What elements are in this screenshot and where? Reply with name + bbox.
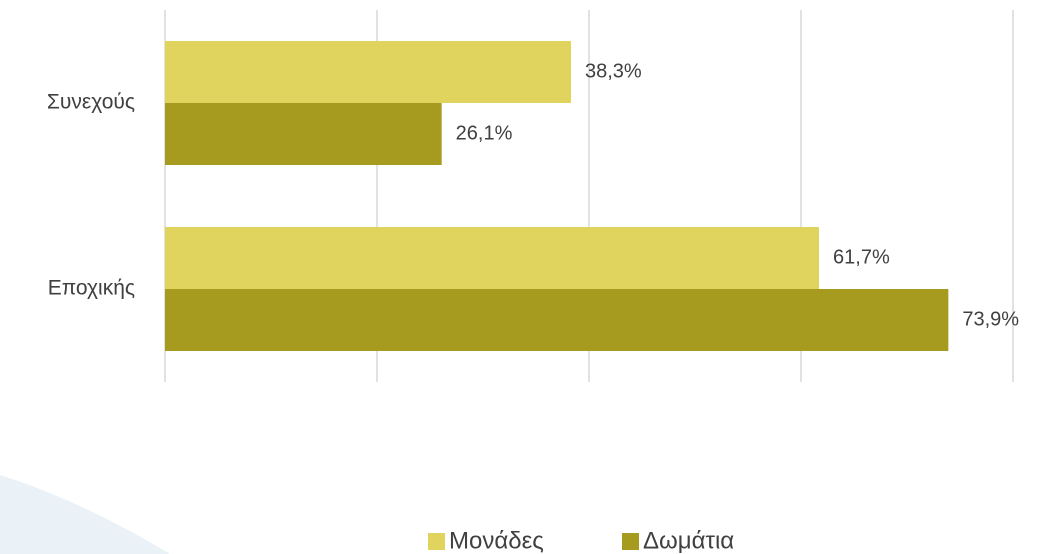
legend-swatch: [622, 533, 639, 550]
bar: [165, 103, 442, 165]
bar: [165, 227, 820, 289]
value-label: 38,3%: [585, 60, 642, 82]
category-label: Εποχικής: [48, 277, 135, 300]
legend-label: Δωμάτια: [643, 527, 734, 554]
category-label: Συνεχούς: [47, 91, 135, 114]
background-shape: [0, 475, 170, 554]
value-label: 61,7%: [833, 246, 890, 268]
legend-label: Μονάδες: [449, 527, 544, 554]
value-label: 26,1%: [456, 122, 513, 144]
value-label: 73,9%: [962, 308, 1019, 330]
bar: [165, 289, 949, 351]
legend-swatch: [428, 533, 445, 550]
bar: [165, 41, 571, 103]
